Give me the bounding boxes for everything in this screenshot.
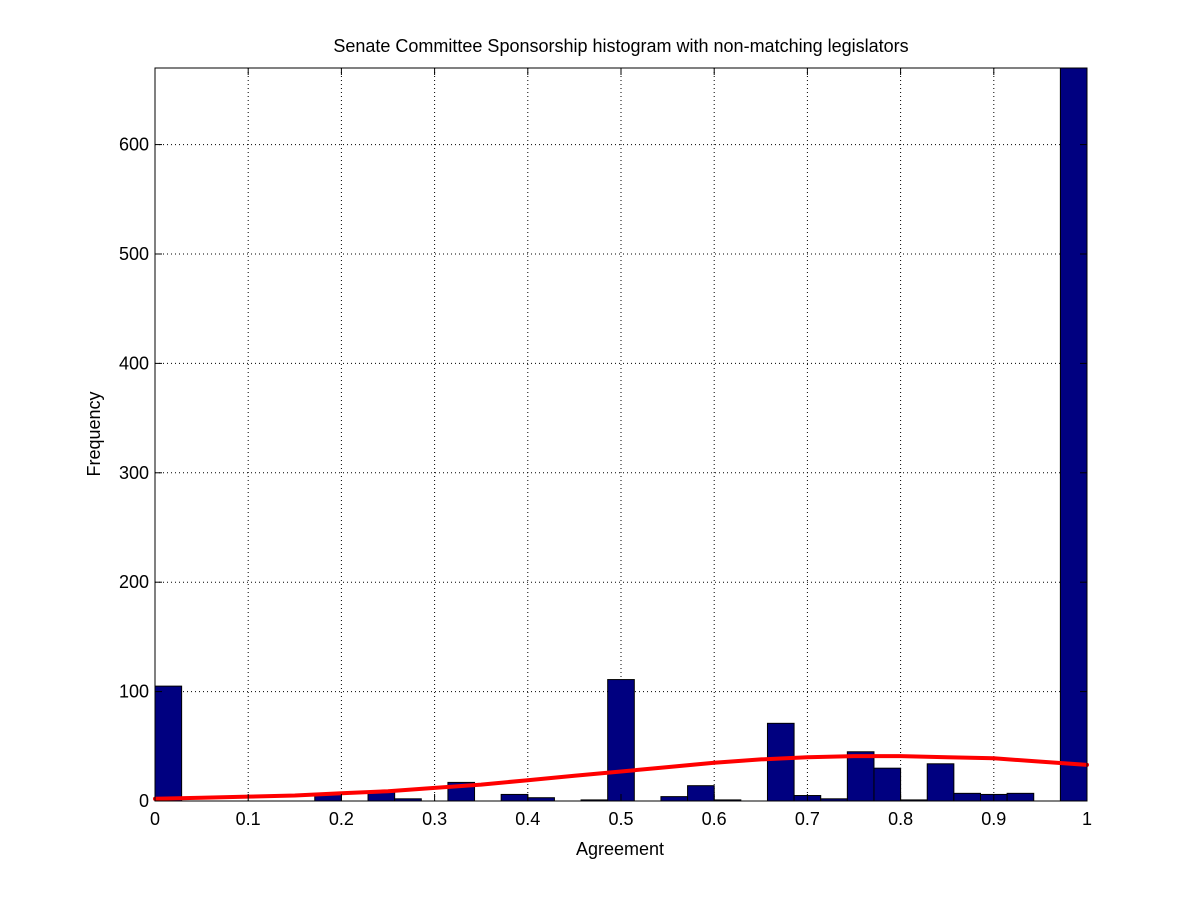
y-tick-label: 200 [119,572,149,592]
ticks: 0 0.1 0.2 0.3 0.4 0.5 0.6 0.7 0.8 0.9 1 0 100 200 300 4… [119,68,1092,829]
fit-curve-group [153,754,1089,801]
histogram-bar [926,763,955,802]
x-axis-title: Agreement [576,839,664,859]
histogram-bar [154,685,183,802]
histogram-bar [660,796,689,802]
x-tick-label: 1 [1082,809,1092,829]
x-tick-label: 0.5 [608,809,633,829]
x-tick-label: 0.8 [888,809,913,829]
y-tick-label: 100 [119,682,149,702]
x-tick-label: 0.9 [981,809,1006,829]
x-tick-label: 0.7 [795,809,820,829]
histogram-bar [500,793,529,802]
x-tick-label: 0.6 [702,809,727,829]
y-tick-label: 400 [119,353,149,373]
histogram-bar [687,785,715,802]
histogram-bar [607,679,635,802]
x-tick-label: 0.4 [515,809,540,829]
grid [155,68,1087,801]
chart-title: Senate Committee Sponsorship histogram w… [333,36,908,56]
y-tick-label: 600 [119,135,149,155]
fit-curve [153,754,1089,801]
x-tick-label: 0.3 [422,809,447,829]
histogram-bar [846,751,875,802]
y-tick-label: 500 [119,244,149,264]
y-axis-title: Frequency [84,391,104,476]
histogram-bar [873,767,902,802]
histogram-bar [766,722,795,802]
x-tick-label: 0 [150,809,160,829]
histogram-bar [953,792,981,802]
histogram-bar [1059,67,1088,802]
plot-area [155,68,1087,801]
x-tick-label: 0.1 [236,809,261,829]
x-tick-label: 0.2 [329,809,354,829]
y-tick-label: 300 [119,463,149,483]
histogram-bar [1006,792,1035,802]
y-tick-label: 0 [139,791,149,811]
